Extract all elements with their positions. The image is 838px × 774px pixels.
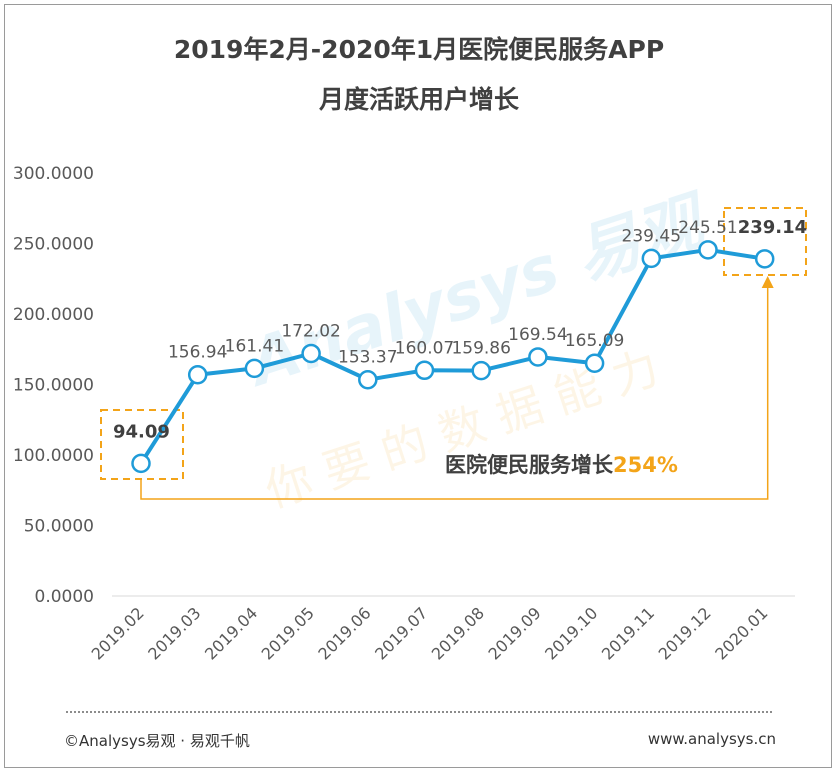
x-tick-label: 2019.07 — [371, 603, 431, 663]
highlight-box-start — [100, 409, 184, 480]
x-tick-label: 2019.05 — [258, 603, 318, 663]
data-label: 161.41 — [225, 336, 284, 356]
chart-frame — [4, 4, 832, 768]
data-label: 239.14 — [738, 217, 807, 238]
data-label: 160.07 — [395, 338, 454, 358]
y-tick-label: 100.0000 — [13, 446, 94, 466]
chart-subtitle: 月度活跃用户增长 — [318, 85, 519, 114]
data-point — [414, 360, 435, 381]
data-point — [187, 364, 208, 385]
data-point — [358, 369, 378, 390]
data-point — [131, 453, 151, 474]
data-label: 159.86 — [451, 339, 510, 359]
data-point — [584, 353, 605, 373]
footer-copyright: ©Analysys易观 · 易观千帆 — [64, 732, 250, 750]
chart-title: 2019年2月-2020年1月医院便民服务APP — [173, 35, 665, 64]
x-axis: 2019.022019.032019.042019.052019.062019.… — [88, 595, 795, 664]
data-point — [754, 249, 775, 269]
data-point — [698, 240, 718, 260]
data-point — [471, 360, 491, 381]
data-label: 153.37 — [338, 348, 397, 368]
data-point — [301, 343, 321, 364]
x-tick-label: 2019.08 — [428, 603, 488, 663]
x-tick-label: 2019.03 — [144, 603, 204, 663]
data-point — [641, 248, 662, 269]
data-label: 94.09 — [113, 421, 170, 442]
data-point — [244, 358, 265, 379]
x-tick-label: 2019.12 — [655, 603, 715, 663]
growth-annotation-value: 254% — [613, 453, 678, 477]
footer-divider — [66, 711, 772, 713]
data-label: 172.02 — [281, 321, 340, 341]
x-tick-label: 2020.01 — [711, 603, 771, 663]
data-label: 156.94 — [168, 343, 227, 363]
growth-annotation: 医院便民服务增长254% — [100, 207, 807, 500]
data-label: 239.45 — [622, 226, 681, 246]
x-tick-label: 2019.02 — [88, 603, 148, 663]
highlight-box-end — [723, 207, 807, 276]
data-point — [528, 347, 548, 367]
y-tick-label: 200.0000 — [13, 305, 94, 325]
data-label: 169.54 — [508, 325, 567, 345]
y-tick-label: 250.0000 — [13, 235, 94, 255]
x-tick-label: 2019.06 — [314, 603, 374, 663]
y-tick-label: 0.0000 — [35, 587, 94, 607]
data-points — [131, 240, 775, 474]
x-tick-label: 2019.04 — [201, 603, 261, 663]
y-tick-label: 300.0000 — [13, 164, 94, 184]
y-axis: 0.0000 50.0000 100.0000 150.0000 200.0000 250… — [13, 164, 94, 607]
data-label: 245.51 — [678, 218, 737, 238]
footer-website: www.analysys.cn — [647, 730, 776, 748]
x-tick-label: 2019.10 — [541, 603, 601, 663]
x-tick-label: 2019.09 — [485, 603, 545, 663]
x-tick-label: 2019.11 — [598, 603, 658, 663]
arrow-head — [761, 276, 774, 288]
y-tick-label: 50.0000 — [24, 517, 94, 537]
growth-annotation-text: 医院便民服务增长254% — [445, 453, 678, 477]
connector-line — [140, 285, 769, 500]
data-label: 165.09 — [565, 331, 624, 351]
y-tick-label: 150.0000 — [13, 376, 94, 396]
